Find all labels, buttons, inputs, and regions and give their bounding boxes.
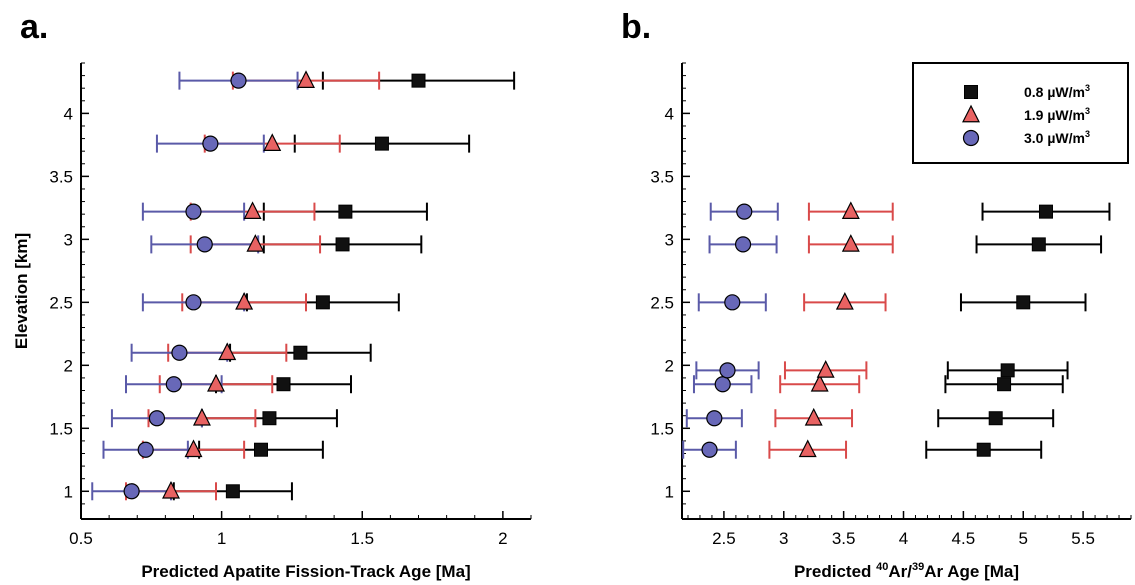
x-tick-label: 1.5 xyxy=(350,529,374,548)
square-marker xyxy=(335,237,350,252)
square-marker xyxy=(1038,204,1053,219)
circle-marker xyxy=(196,236,213,253)
x-tick-label: 3 xyxy=(779,529,788,548)
triangle-marker xyxy=(810,373,829,392)
x-tick-label: 2 xyxy=(498,529,507,548)
y-tick-label: 3 xyxy=(64,230,73,249)
triangle-marker xyxy=(235,292,254,310)
square-marker xyxy=(976,442,991,457)
square-marker xyxy=(315,295,330,310)
square-marker xyxy=(988,411,1003,426)
triangle-marker xyxy=(218,342,237,361)
legend-label: 3.0 µW/m3 xyxy=(1024,129,1090,146)
y-tick-label: 2 xyxy=(64,356,73,375)
circle-marker xyxy=(165,376,182,393)
triangle-marker xyxy=(798,439,817,458)
circle-marker xyxy=(148,410,166,427)
y-tick-label: 1.5 xyxy=(49,419,73,438)
circle-marker xyxy=(202,135,219,152)
triangle-marker xyxy=(246,234,265,252)
triangle-marker xyxy=(962,104,980,123)
square-marker xyxy=(254,442,268,457)
panel-a-chart: 1 1.5 2 2.5 3 3.5 4 0.5 1 1.5 2 Predicted Apatite F… xyxy=(12,62,532,581)
y-axis-title: Elevation [km] xyxy=(12,233,31,349)
square-marker xyxy=(293,345,308,360)
triangle-marker xyxy=(816,360,835,378)
circle-marker xyxy=(719,362,736,379)
y-tick-label: 3 xyxy=(665,230,674,249)
circle-marker xyxy=(706,410,723,427)
panel-b-letter: b. xyxy=(621,8,651,46)
y-tick-label: 2 xyxy=(665,356,674,375)
square-marker xyxy=(262,411,277,426)
square-marker xyxy=(338,204,353,219)
x-tick-label: 4.5 xyxy=(952,529,976,548)
x-tick-label: 3.5 xyxy=(832,529,856,548)
panel-a-letter: a. xyxy=(20,8,48,46)
y-tick-label: 3.5 xyxy=(650,167,674,186)
square-marker xyxy=(225,484,240,499)
square-marker xyxy=(1031,237,1046,252)
plot-area xyxy=(91,70,516,501)
circle-marker xyxy=(185,294,202,311)
triangle-marker xyxy=(297,70,315,88)
circle-marker xyxy=(962,129,980,147)
x-tick-label: 0.5 xyxy=(69,529,93,548)
triangle-marker xyxy=(804,407,823,426)
triangle-marker xyxy=(841,201,860,219)
circle-marker xyxy=(230,72,247,89)
x-tick-label: 5.5 xyxy=(1071,529,1095,548)
y-tick-label: 2.5 xyxy=(49,293,73,312)
x-tick-label: 1 xyxy=(217,529,226,548)
circle-marker xyxy=(714,376,731,393)
x-axis-title: Predicted Apatite Fission-Track Age [Ma] xyxy=(141,562,470,581)
triangle-marker xyxy=(162,480,180,499)
y-tick-label: 1 xyxy=(64,482,73,501)
circle-marker xyxy=(734,236,752,253)
y-tick-label: 3.5 xyxy=(49,167,73,186)
x-tick-label: 4 xyxy=(899,529,908,548)
triangle-marker xyxy=(243,201,262,219)
circle-marker xyxy=(736,203,753,220)
square-marker xyxy=(997,377,1012,392)
y-tick-label: 1.5 xyxy=(650,419,674,438)
panel-b-chart: 1 1.5 2 2.5 3 3.5 4 2.5 3 3.5 4 4.5 5 5.5 Predicted 40… xyxy=(650,62,1132,581)
x-tick-label: 5 xyxy=(1019,529,1028,548)
y-tick-label: 1 xyxy=(665,482,674,501)
circle-marker xyxy=(123,483,140,500)
square-marker xyxy=(1000,363,1015,378)
circle-marker xyxy=(185,203,202,220)
y-tick-label: 4 xyxy=(665,104,674,123)
plot-area xyxy=(682,201,1111,459)
circle-marker xyxy=(171,344,188,361)
legend-label: 1.9 µW/m3 xyxy=(1024,106,1090,123)
square-marker xyxy=(276,377,291,392)
triangle-marker xyxy=(263,133,282,151)
circle-marker xyxy=(724,294,741,311)
x-axis-title: Predicted 40Ar/39Ar Age [Ma] xyxy=(794,561,1019,581)
circle-marker xyxy=(137,441,154,458)
y-tick-label: 2.5 xyxy=(650,293,674,312)
triangle-marker xyxy=(841,234,860,252)
triangle-marker xyxy=(835,292,854,310)
triangle-marker xyxy=(207,373,225,392)
square-marker xyxy=(374,136,389,151)
square-marker xyxy=(411,73,426,88)
square-marker xyxy=(1016,295,1031,310)
circle-marker xyxy=(701,441,718,458)
legend-label: 0.8 µW/m3 xyxy=(1024,83,1090,100)
x-tick-label: 2.5 xyxy=(712,529,736,548)
triangle-marker xyxy=(192,407,211,426)
triangle-marker xyxy=(184,439,203,458)
square-marker xyxy=(964,85,978,99)
legend-box xyxy=(912,62,1129,164)
y-tick-label: 4 xyxy=(64,104,73,123)
